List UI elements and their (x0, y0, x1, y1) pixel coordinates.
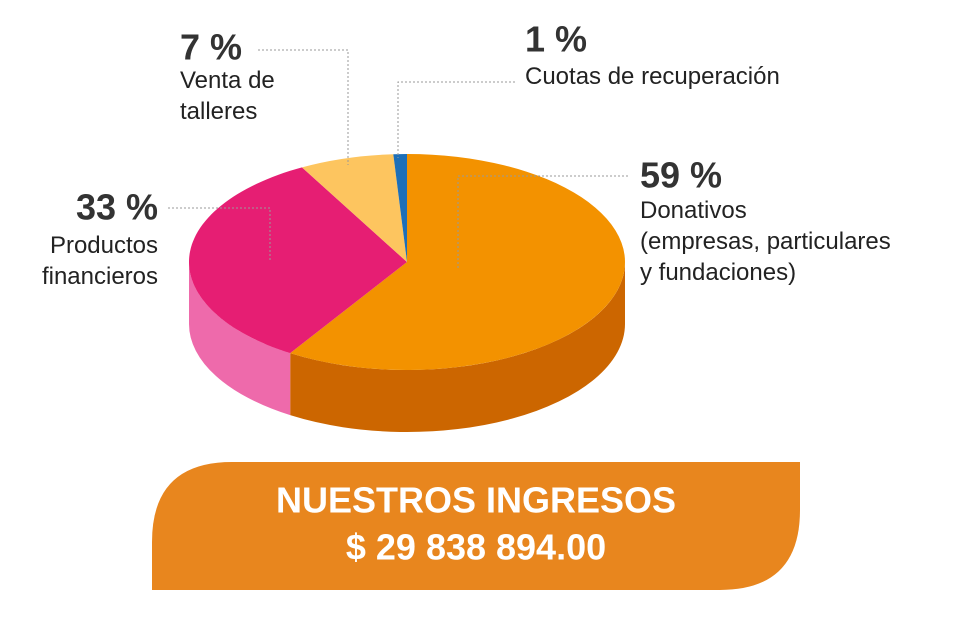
leader-line (168, 207, 271, 262)
category-line: financieros (42, 263, 158, 290)
category-line: Productos (50, 232, 158, 259)
chart-subtitle: $ 29 838 894.00 (346, 527, 606, 568)
category-line: talleres (180, 98, 257, 125)
category-line: y fundaciones) (640, 259, 796, 286)
slice-side (189, 262, 291, 416)
leader-line (258, 49, 349, 165)
category-label: Venta de talleres (180, 67, 275, 125)
category-line: (empresas, particulares (640, 228, 891, 255)
category-label: Donativos (empresas, particulares y fundac… (640, 197, 891, 286)
value-label: 59 % (640, 155, 722, 196)
value-label: 7 % (180, 27, 242, 68)
value-label: 33 % (76, 187, 158, 228)
slice (393, 154, 407, 262)
category-line: Cuotas de recuperación (525, 63, 780, 90)
category-label: Productos financieros (42, 232, 158, 290)
chart-title: NUESTROS INGRESOS (276, 480, 676, 521)
leader-line (397, 81, 515, 158)
labels: 59 %Donativos (empresas, particulares y fu… (42, 19, 891, 291)
value-label: 1 % (525, 19, 587, 60)
category-label: Cuotas de recuperación (525, 63, 780, 90)
banner (152, 462, 800, 590)
pie (188, 154, 626, 432)
slice-side (290, 262, 625, 432)
slice (188, 167, 407, 354)
category-line: Donativos (640, 197, 747, 224)
leader-line (457, 175, 628, 268)
slice (301, 154, 407, 262)
category-line: Venta de (180, 67, 275, 94)
